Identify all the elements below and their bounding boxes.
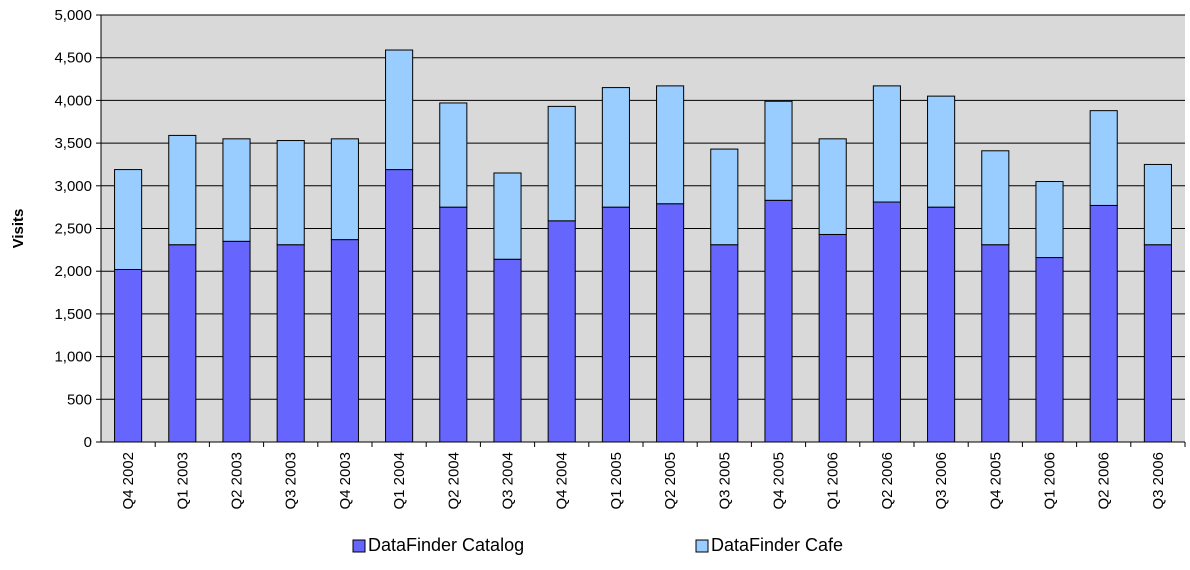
- x-tick-label: Q3 2006: [1150, 452, 1167, 510]
- x-tick-label: Q1 2003: [174, 452, 191, 510]
- x-tick-label: Q4 2003: [337, 452, 354, 510]
- x-tick-label: Q1 2006: [825, 452, 842, 510]
- legend-label: DataFinder Catalog: [368, 535, 524, 555]
- bar-cafe: [764, 100, 793, 201]
- bar-catalog: [1035, 257, 1064, 443]
- y-tick-label: 5,000: [54, 7, 92, 24]
- legend-item: DataFinder Catalog: [352, 535, 524, 555]
- bar-catalog: [168, 244, 197, 443]
- bar-cafe: [1035, 181, 1064, 259]
- bar-catalog: [385, 169, 414, 443]
- x-tick-label: Q2 2003: [229, 452, 246, 510]
- bar-catalog: [601, 206, 630, 443]
- y-tick-label: 4,000: [54, 92, 92, 109]
- bar-catalog: [439, 206, 468, 443]
- bar-catalog: [1143, 244, 1172, 443]
- bar-catalog: [222, 240, 251, 443]
- x-tick-label: Q3 2005: [716, 452, 733, 510]
- x-tick-label: Q2 2006: [879, 452, 896, 510]
- bar-cafe: [981, 150, 1010, 246]
- x-tick-label: Q2 2004: [445, 452, 462, 510]
- bar-cafe: [872, 85, 901, 203]
- bar-catalog: [764, 199, 793, 443]
- y-tick-label: 500: [67, 391, 92, 408]
- bar-catalog: [656, 203, 685, 443]
- x-tick-label: Q2 2006: [1096, 452, 1113, 510]
- x-tick-label: Q4 2005: [771, 452, 788, 510]
- legend-item: DataFinder Cafe: [695, 535, 843, 555]
- x-tick-label: Q3 2006: [933, 452, 950, 510]
- bar-catalog: [330, 239, 359, 443]
- legend-label: DataFinder Cafe: [711, 535, 843, 555]
- x-tick-label: Q3 2004: [500, 452, 517, 510]
- y-tick-label: 2,500: [54, 221, 92, 238]
- bar-cafe: [927, 95, 956, 208]
- bar-cafe: [330, 138, 359, 241]
- y-tick-label: 0: [84, 434, 92, 451]
- bar-cafe: [385, 49, 414, 171]
- bar-cafe: [710, 148, 739, 246]
- y-tick-label: 2,000: [54, 263, 92, 280]
- bar-cafe: [818, 138, 847, 235]
- y-axis-title: Visits: [10, 209, 27, 249]
- legend-swatch: [695, 539, 709, 553]
- x-tick-label: Q4 2002: [120, 452, 137, 510]
- x-tick-label: Q1 2006: [1042, 452, 1059, 510]
- bar-cafe: [114, 169, 143, 270]
- bar-cafe: [601, 87, 630, 208]
- x-tick-label: Q2 2005: [662, 452, 679, 510]
- y-tick-label: 1,500: [54, 306, 92, 323]
- bar-catalog: [818, 233, 847, 443]
- bar-catalog: [493, 258, 522, 443]
- x-tick-label: Q1 2005: [608, 452, 625, 510]
- bar-catalog: [710, 244, 739, 443]
- bar-catalog: [114, 268, 143, 443]
- y-tick-label: 3,500: [54, 135, 92, 152]
- bar-cafe: [1143, 163, 1172, 246]
- bar-catalog: [981, 244, 1010, 443]
- legend-swatch: [352, 539, 366, 553]
- bar-cafe: [547, 105, 576, 222]
- bar-cafe: [656, 85, 685, 205]
- x-tick-label: Q3 2003: [283, 452, 300, 510]
- bar-cafe: [222, 138, 251, 242]
- bar-cafe: [1089, 110, 1118, 206]
- x-tick-label: Q4 2005: [987, 452, 1004, 510]
- x-tick-label: Q4 2004: [554, 452, 571, 510]
- y-tick-label: 4,500: [54, 50, 92, 67]
- y-tick-label: 1,000: [54, 349, 92, 366]
- bar-cafe: [276, 140, 305, 246]
- y-tick-label: 3,000: [54, 178, 92, 195]
- bar-cafe: [493, 172, 522, 260]
- bar-catalog: [872, 201, 901, 443]
- x-tick-label: Q1 2004: [391, 452, 408, 510]
- bar-catalog: [276, 244, 305, 443]
- bar-cafe: [168, 134, 197, 246]
- bar-cafe: [439, 102, 468, 208]
- bar-catalog: [1089, 204, 1118, 443]
- bar-catalog: [547, 220, 576, 443]
- bar-catalog: [927, 206, 956, 443]
